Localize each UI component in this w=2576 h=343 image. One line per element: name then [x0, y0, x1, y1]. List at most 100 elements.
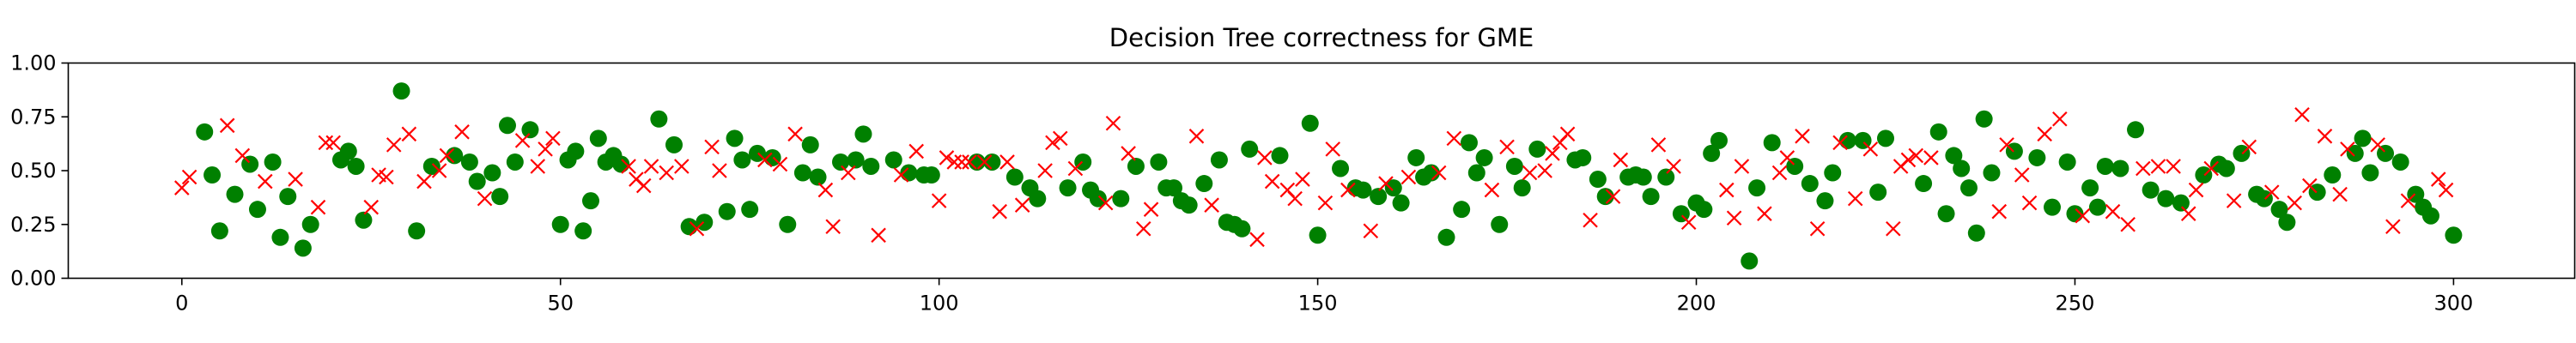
incorrect-point	[2150, 159, 2166, 174]
incorrect-point	[1317, 195, 1334, 211]
correct-point	[2111, 159, 2129, 178]
incorrect-point	[454, 124, 470, 140]
correct-point	[665, 135, 683, 153]
y-tick-label: 0.00	[10, 267, 56, 291]
correct-point	[1975, 110, 1993, 128]
incorrect-point	[1249, 232, 1265, 248]
correct-point	[1983, 164, 2001, 182]
correct-point	[204, 166, 222, 184]
incorrect-point	[310, 199, 326, 215]
incorrect-point	[1257, 150, 1273, 165]
correct-point	[1505, 157, 1523, 175]
correct-point	[581, 192, 599, 210]
correct-point	[809, 168, 827, 186]
correct-point	[922, 166, 940, 184]
chart-title: Decision Tree correctness for GME	[1109, 23, 1534, 52]
correct-point	[589, 129, 607, 147]
incorrect-point	[1583, 212, 1598, 228]
incorrect-point	[1650, 137, 1667, 153]
incorrect-point	[1431, 165, 1447, 181]
data-points	[174, 82, 2463, 270]
incorrect-point	[712, 163, 727, 178]
incorrect-point	[841, 165, 856, 181]
incorrect-point	[514, 133, 531, 148]
incorrect-point	[2120, 216, 2136, 232]
incorrect-point	[871, 227, 886, 244]
correct-point	[832, 153, 850, 171]
incorrect-point	[363, 199, 380, 215]
incorrect-point	[1779, 150, 1795, 165]
correct-point	[1528, 140, 1546, 158]
incorrect-point	[2287, 195, 2302, 211]
correct-point	[1165, 179, 1183, 197]
correct-point	[468, 172, 486, 190]
correct-point	[779, 215, 797, 233]
incorrect-point	[1795, 129, 1810, 144]
correct-point	[2324, 166, 2342, 184]
correct-point	[1967, 224, 1985, 242]
correct-point	[1467, 164, 1485, 182]
correct-point	[1059, 179, 1077, 197]
correct-point	[521, 121, 539, 139]
correct-point	[1513, 179, 1531, 197]
incorrect-point	[1484, 182, 1500, 198]
incorrect-point	[234, 147, 251, 164]
incorrect-point	[2438, 182, 2454, 198]
incorrect-point	[258, 173, 273, 190]
incorrect-point	[635, 178, 652, 194]
incorrect-point	[1204, 197, 1219, 213]
correct-point	[2044, 198, 2062, 216]
incorrect-point	[976, 154, 993, 170]
incorrect-point	[999, 154, 1015, 170]
correct-point	[567, 142, 585, 160]
correct-point	[1748, 179, 1766, 197]
correct-point	[1816, 192, 1834, 210]
incorrect-point	[325, 135, 341, 151]
correct-point	[1309, 226, 1327, 244]
correct-point	[862, 157, 880, 175]
incorrect-point	[787, 126, 803, 142]
correct-point	[347, 157, 365, 175]
correct-point	[1271, 147, 1289, 165]
incorrect-point	[1537, 163, 1552, 178]
incorrect-point	[1726, 210, 1742, 226]
incorrect-point	[2241, 139, 2257, 155]
y-tick-label: 0.25	[10, 213, 56, 237]
correct-point	[801, 135, 819, 153]
incorrect-point	[704, 139, 720, 155]
correct-point	[2081, 179, 2099, 197]
correct-point	[2096, 157, 2114, 175]
incorrect-point	[2166, 159, 2181, 174]
correct-point	[1384, 179, 1402, 197]
correct-point	[460, 153, 478, 171]
correct-point	[1876, 129, 1894, 147]
correct-point	[1354, 181, 1372, 199]
correct-point	[1695, 201, 1713, 219]
incorrect-point	[1340, 182, 1356, 198]
correct-point	[408, 222, 426, 240]
incorrect-point	[757, 152, 773, 168]
correct-point	[483, 164, 501, 182]
correct-point	[1869, 184, 1887, 202]
incorrect-point	[2385, 219, 2401, 235]
incorrect-point	[643, 159, 659, 174]
incorrect-point	[2340, 141, 2355, 157]
correct-point	[1370, 188, 1388, 206]
incorrect-point	[379, 169, 394, 185]
correct-point	[1437, 228, 1455, 246]
correct-point	[1180, 196, 1198, 214]
correct-point	[1453, 201, 1471, 219]
correct-point	[1915, 175, 1933, 193]
x-tick-label: 200	[1677, 292, 1716, 316]
correct-point	[793, 164, 811, 182]
correct-point	[2088, 198, 2106, 216]
incorrect-point	[2294, 106, 2310, 123]
incorrect-point	[1613, 152, 1629, 168]
incorrect-point	[1809, 220, 1826, 237]
correct-point	[1574, 148, 1592, 166]
incorrect-point	[2180, 206, 2196, 221]
correct-point	[1407, 148, 1425, 166]
correct-point	[650, 110, 668, 128]
incorrect-point	[439, 147, 455, 164]
correct-point	[847, 151, 865, 169]
